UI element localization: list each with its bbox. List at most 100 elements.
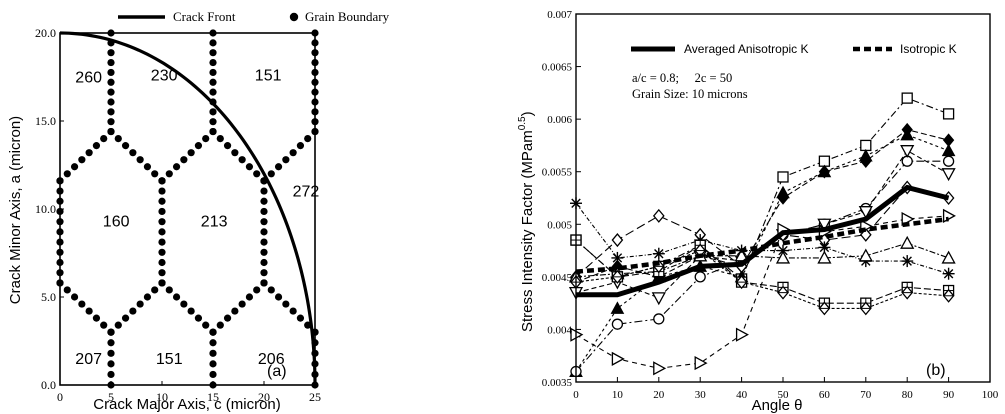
marker-triangle-right xyxy=(611,351,625,366)
grain-boundary-dot xyxy=(311,78,319,86)
grain-label: 206 xyxy=(258,351,285,368)
grain-boundary-dot xyxy=(260,218,268,226)
marker-asterisk-stroke xyxy=(612,253,623,263)
y-tick-label: 0.0045 xyxy=(542,272,573,284)
grain-boundary-dot xyxy=(158,177,166,185)
grain-boundary-dot xyxy=(296,142,305,150)
grain-boundary-dot xyxy=(231,307,239,315)
y-tick-label: 20.0 xyxy=(35,26,56,40)
grain-boundary-dot xyxy=(187,149,195,157)
y-tick-label: 15.0 xyxy=(35,114,56,128)
grain-boundary-dot xyxy=(107,339,115,347)
series-layer xyxy=(568,92,956,378)
grain-boundary-dot xyxy=(56,177,64,185)
grain-boundary-dot xyxy=(129,307,137,315)
grain-boundary-dot xyxy=(158,187,166,195)
grain-boundary-dot xyxy=(260,238,268,246)
grain-boundary-dot xyxy=(56,197,64,205)
x-tick-label: 10 xyxy=(612,389,624,401)
grain-boundary-dot xyxy=(158,258,166,267)
x-tick-label: 40 xyxy=(736,389,748,401)
grain-boundary-dot xyxy=(180,300,188,308)
marker-circle xyxy=(611,318,624,330)
x-tick-label: 90 xyxy=(943,389,955,401)
grain-boundary-dot xyxy=(209,68,217,77)
grain-boundary-dot xyxy=(223,142,232,150)
grain-boundary-dot xyxy=(238,300,246,308)
grain-boundary-dot xyxy=(180,156,188,164)
marker-triangle-up-open xyxy=(734,248,749,262)
marker-triangle-right xyxy=(653,361,667,376)
marker-triangle-up xyxy=(817,164,832,178)
marker-triangle-down xyxy=(900,145,915,159)
x-tick-label: 15 xyxy=(207,390,219,404)
y-tick-label: 0.0 xyxy=(41,378,56,392)
grain-boundary-dot xyxy=(202,321,210,329)
grain-boundary-dot xyxy=(70,163,79,171)
marker-triangle-up-open xyxy=(900,235,915,249)
grain-boundary-dot xyxy=(209,29,217,37)
legend-grain-boundary-swatch xyxy=(289,12,299,22)
marker-triangle-up-open xyxy=(941,250,956,264)
series-line-8 xyxy=(570,197,955,280)
grain-boundary-dot xyxy=(311,127,319,136)
series-path xyxy=(575,239,949,304)
marker-triangle-down xyxy=(817,218,832,232)
series-line-3 xyxy=(570,122,955,289)
marker-circle xyxy=(694,271,706,283)
panel-a-ticks: 0 5 10 15 20 25 0.0 5.0 10.0 15.0 20.0 xyxy=(35,26,321,404)
marker-triangle-up-open xyxy=(775,250,791,264)
grain-boundary-dot xyxy=(158,207,166,216)
x-tick-label: 0 xyxy=(573,389,579,401)
x-tick-label: 20 xyxy=(258,390,270,404)
grain-boundary-dot xyxy=(267,286,275,294)
grain-boundary-dot xyxy=(107,68,115,77)
grain-boundary-dot xyxy=(311,118,319,126)
grain-boundary-dot xyxy=(260,279,268,287)
grain-boundary-dot xyxy=(311,68,319,77)
grain-boundary-dot xyxy=(114,321,122,329)
series-path xyxy=(575,97,949,280)
grain-boundary-dot xyxy=(56,218,64,226)
grain-boundary-dot xyxy=(165,286,173,294)
grain-boundary-dot xyxy=(311,39,319,47)
marker-triangle-right xyxy=(694,355,708,371)
grain-label: 151 xyxy=(156,351,183,368)
grain-boundary-dot xyxy=(311,108,319,116)
grain-label: 160 xyxy=(103,214,130,231)
grain-boundary-dot xyxy=(260,269,268,277)
grain-boundary-dot xyxy=(107,98,115,106)
y-tick-label: 0.004 xyxy=(547,324,572,336)
grain-boundary-dot xyxy=(274,163,283,171)
grain-boundary-dot xyxy=(136,156,144,164)
grain-boundary-dot xyxy=(209,370,217,379)
annotation-grain-size: Grain Size: 10 microns xyxy=(632,87,748,101)
grain-boundary-dot xyxy=(136,300,144,308)
grain-boundary-dot xyxy=(311,49,319,57)
panel-b-ticks: 0 10 20 30 40 50 60 70 80 90 100 0.0035 0.004 0.0045 0… xyxy=(542,9,999,401)
grain-boundary-dot xyxy=(158,238,166,246)
grain-label: 213 xyxy=(201,214,228,231)
series-path xyxy=(575,134,949,372)
marker-circle xyxy=(942,155,955,167)
legend-grain-boundary-label: Grain Boundary xyxy=(305,9,390,24)
marker-triangle-up xyxy=(900,127,915,141)
grain-boundary-dot xyxy=(216,135,224,143)
grain-boundary-dot xyxy=(107,78,115,86)
grain-boundary-dot xyxy=(209,58,217,67)
grain-boundary-dot xyxy=(107,328,115,336)
x-tick-label: 80 xyxy=(902,389,914,401)
series-path xyxy=(575,160,949,372)
marker-square xyxy=(777,171,789,183)
grain-boundary-dot xyxy=(260,187,268,195)
grain-boundary-dot xyxy=(158,218,166,226)
panel-a-y-axis-label: Crack Minor Axis, a (micron) xyxy=(7,116,24,304)
x-tick-label: 10 xyxy=(156,390,168,404)
grain-boundary-dot xyxy=(172,163,181,171)
grain-boundary-dot xyxy=(107,349,115,357)
grain-boundary-dot xyxy=(253,170,261,178)
grain-boundary-dot xyxy=(209,88,217,96)
grain-boundary-dot xyxy=(289,149,297,157)
x-tick-label: 100 xyxy=(982,389,999,401)
